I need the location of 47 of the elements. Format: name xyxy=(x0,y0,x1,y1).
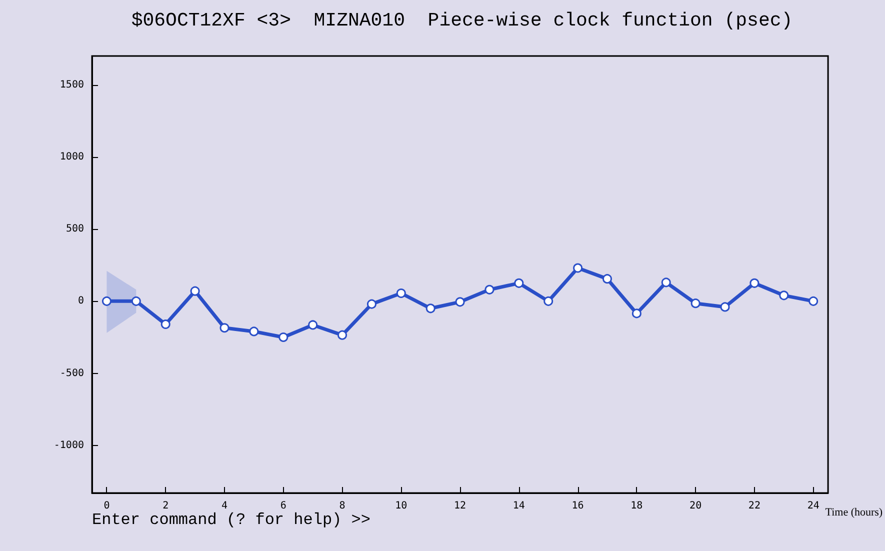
point xyxy=(690,298,700,308)
point xyxy=(160,320,170,330)
y-tick-label: 500 xyxy=(66,224,84,235)
x-tick-label: 4 xyxy=(221,500,228,512)
x-tick-label: 12 xyxy=(454,500,466,512)
point xyxy=(779,290,789,300)
point xyxy=(190,286,200,296)
point xyxy=(720,302,730,312)
x-tick-label: 10 xyxy=(395,500,408,512)
x-tick-label: 6 xyxy=(280,500,286,512)
x-tick-label: 20 xyxy=(690,500,702,512)
point xyxy=(750,278,760,288)
x-axis-title: Time (hours) xyxy=(825,506,883,518)
x-tick-label: 8 xyxy=(339,500,346,512)
point xyxy=(661,278,671,288)
y-tick-label: -1000 xyxy=(54,440,84,451)
x-tick-label: 16 xyxy=(572,500,584,512)
point xyxy=(278,332,288,342)
y-tick-label: 1000 xyxy=(60,151,84,162)
x-tick-label: 0 xyxy=(104,500,110,512)
point xyxy=(632,308,642,318)
point xyxy=(308,320,318,330)
point xyxy=(366,299,376,309)
point xyxy=(102,296,112,306)
point xyxy=(131,296,141,306)
point xyxy=(455,297,465,307)
x-tick-label: 24 xyxy=(807,500,820,512)
point xyxy=(544,296,554,306)
x-tick-label: 14 xyxy=(512,500,525,512)
y-tick-label: -500 xyxy=(60,368,84,379)
point xyxy=(808,296,818,306)
point xyxy=(396,288,406,298)
x-tick-label: 22 xyxy=(748,500,760,512)
point xyxy=(602,274,612,284)
chart-title: $06OCT12XF <3> MIZNA010 Piece-wise clock function (psec) xyxy=(131,10,793,32)
x-tick-label: 18 xyxy=(630,500,643,512)
x-tick-label: 2 xyxy=(162,500,169,512)
point xyxy=(573,263,583,273)
y-tick-label: 0 xyxy=(78,296,84,307)
point xyxy=(484,284,494,294)
point xyxy=(338,330,348,340)
point xyxy=(249,326,259,336)
point xyxy=(514,278,524,288)
text: Enter command (? for help) >> xyxy=(92,511,370,529)
point xyxy=(426,304,436,314)
y-tick-label: 1500 xyxy=(60,79,84,90)
point xyxy=(220,323,230,333)
